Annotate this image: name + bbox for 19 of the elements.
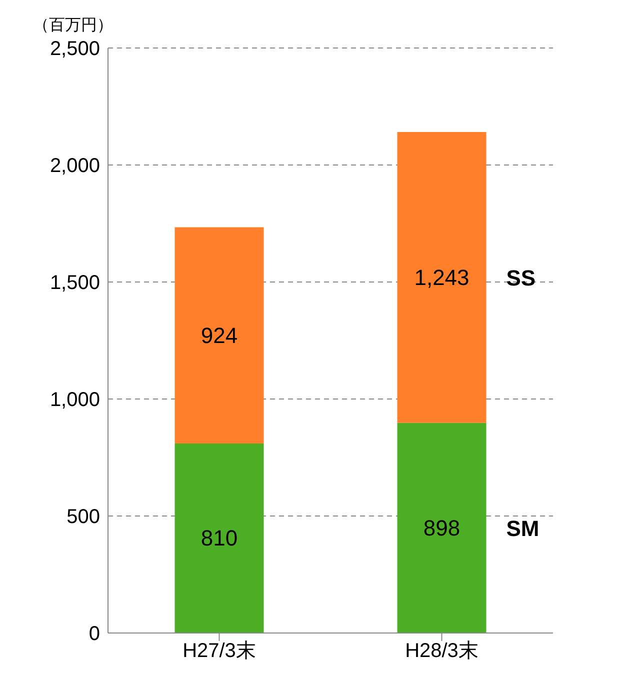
bar [174, 227, 264, 444]
x-tick-label: H28/3末 [405, 640, 478, 662]
y-tick-label: 0 [88, 623, 100, 646]
series-label: SM [506, 516, 540, 541]
bar [174, 443, 264, 633]
data-label: 810 [200, 526, 238, 551]
y-tick-label: 1,000 [50, 389, 100, 412]
y-axis-title: （百万円） [33, 17, 113, 34]
y-tick-label: 2,000 [50, 155, 100, 178]
data-label: 924 [200, 322, 238, 348]
data-label: 898 [423, 515, 460, 540]
x-tick-label: H27/3末 [182, 640, 256, 662]
y-tick-label: 1,500 [50, 272, 100, 294]
y-tick-label: 2,500 [50, 38, 100, 60]
data-label: 1,243 [414, 264, 470, 290]
bar [397, 132, 486, 423]
y-tick-label: 500 [66, 506, 100, 528]
series-label: SS [506, 265, 536, 290]
bar [397, 422, 486, 633]
